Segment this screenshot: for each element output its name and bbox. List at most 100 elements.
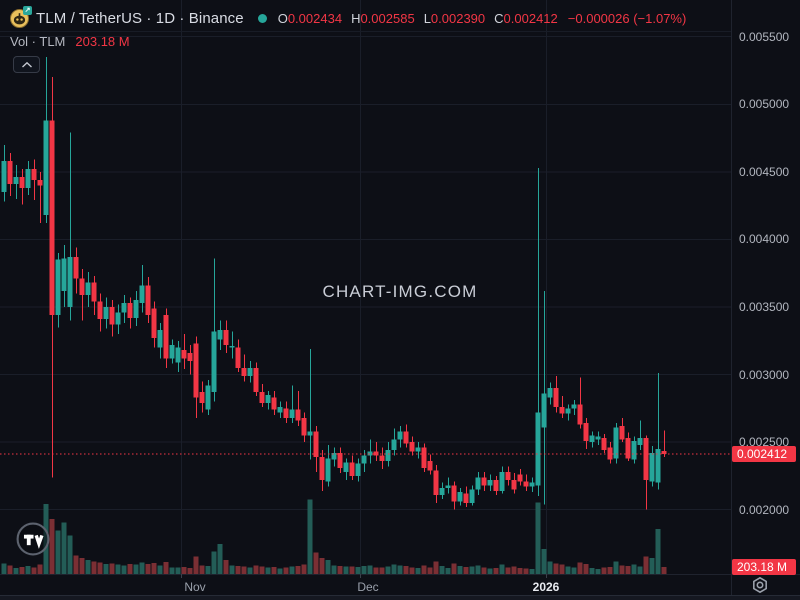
candle-body	[253, 367, 259, 393]
volume-bar	[163, 562, 169, 574]
volume-bar	[187, 568, 193, 574]
volume-bar	[445, 568, 451, 574]
volume-bar	[31, 567, 37, 574]
volume-bar	[559, 564, 565, 574]
candle-body	[451, 485, 457, 502]
candle-body	[325, 458, 331, 482]
volume-bar	[655, 529, 661, 574]
candle-body	[37, 179, 43, 186]
candle-body	[307, 431, 313, 436]
price-tick-label: 0.003500	[739, 299, 790, 314]
gear-icon[interactable]	[751, 576, 769, 594]
volume-bar	[373, 567, 379, 574]
volume-bar	[289, 566, 295, 574]
volume-bar	[469, 566, 475, 574]
volume-bar	[397, 565, 403, 574]
volume-bar	[577, 562, 583, 574]
volume-bar	[643, 556, 649, 574]
volume-bar	[331, 565, 337, 574]
legend-collapse-button[interactable]	[13, 56, 40, 73]
volume-bar	[391, 564, 397, 574]
candle-body	[133, 300, 139, 318]
candle-body	[313, 431, 319, 457]
candle-body	[163, 315, 169, 359]
candle-body	[7, 161, 13, 185]
price-tick-label: 0.005000	[739, 97, 790, 112]
volume-bar	[223, 560, 229, 574]
candle-body	[391, 439, 397, 451]
volume-bar	[199, 565, 205, 574]
candle-body	[25, 169, 31, 189]
volume-bar	[415, 568, 421, 574]
volume-bar	[109, 563, 115, 574]
candle-body	[241, 367, 247, 376]
volume-bar	[631, 564, 637, 574]
candle-body	[97, 301, 103, 320]
candle-body	[265, 394, 271, 403]
candle-body	[505, 471, 511, 480]
volume-bar	[205, 566, 211, 574]
tlm-coin-logo-icon: ↗	[10, 5, 32, 28]
volume-bar	[499, 564, 505, 574]
candle-body	[565, 408, 571, 414]
candle-body	[13, 177, 19, 185]
volume-bar	[361, 566, 367, 574]
arrow-up-right-icon: ↗	[23, 5, 32, 15]
candle-body	[217, 329, 223, 340]
volume-bar	[169, 567, 175, 574]
volume-bar	[529, 569, 535, 574]
candle-body	[79, 278, 85, 295]
volume-bar	[181, 567, 187, 574]
ohlc-values: O0.002434 H0.002585 L0.002390 C0.002412 …	[278, 11, 687, 26]
tradingview-logo[interactable]	[16, 522, 50, 556]
volume-bar	[85, 560, 91, 574]
volume-bar	[271, 567, 277, 574]
candle-body	[643, 438, 649, 480]
candle-body	[415, 447, 421, 452]
volume-legend: Vol · TLM 203.18 M	[10, 34, 130, 49]
price-axis[interactable]: 0.005500 0.005000 0.004500 0.004000 0.003500…	[731, 0, 800, 594]
symbol-title: TLM / TetherUS · 1D · Binance	[36, 9, 244, 27]
candle-body	[499, 471, 505, 491]
candle-body	[193, 343, 199, 398]
volume-bar	[133, 564, 139, 574]
volume-value: 203.18 M	[75, 34, 130, 49]
candle-body	[109, 306, 115, 325]
volume-bar	[127, 564, 133, 574]
price-tick-label: 0.004000	[739, 232, 790, 247]
volume-bar	[451, 563, 457, 574]
price-tick-label: 0.004500	[739, 164, 790, 179]
candle-body	[145, 285, 151, 316]
volume-bar	[229, 565, 235, 574]
candle-body	[235, 347, 241, 368]
candle-body	[433, 470, 439, 495]
high-value: 0.002585	[360, 10, 415, 26]
time-axis[interactable]: Nov Dec 2026	[0, 574, 800, 596]
last-price-badge: 0.002412	[732, 446, 796, 462]
candle-body	[457, 492, 463, 502]
candle-body	[187, 352, 193, 362]
candle-body	[361, 455, 367, 464]
candle-body	[49, 120, 55, 316]
candle-body	[535, 412, 541, 486]
volume-bar	[283, 567, 289, 574]
volume-bar	[481, 567, 487, 574]
candle-body	[247, 367, 253, 376]
candle-body	[589, 435, 595, 443]
volume-bar	[541, 549, 547, 574]
volume-bar	[301, 564, 307, 574]
volume-bar	[403, 566, 409, 574]
time-label-year: 2026	[532, 580, 560, 594]
candle-body	[469, 489, 475, 503]
volume-bar	[61, 522, 67, 574]
volume-bar	[475, 565, 481, 574]
volume-bar	[157, 565, 163, 574]
open-value: 0.002434	[287, 10, 343, 26]
volume-bar	[217, 544, 223, 574]
volume-bar	[211, 551, 217, 574]
volume-bar	[433, 561, 439, 574]
candle-body	[349, 462, 355, 476]
candle-body	[157, 329, 163, 348]
